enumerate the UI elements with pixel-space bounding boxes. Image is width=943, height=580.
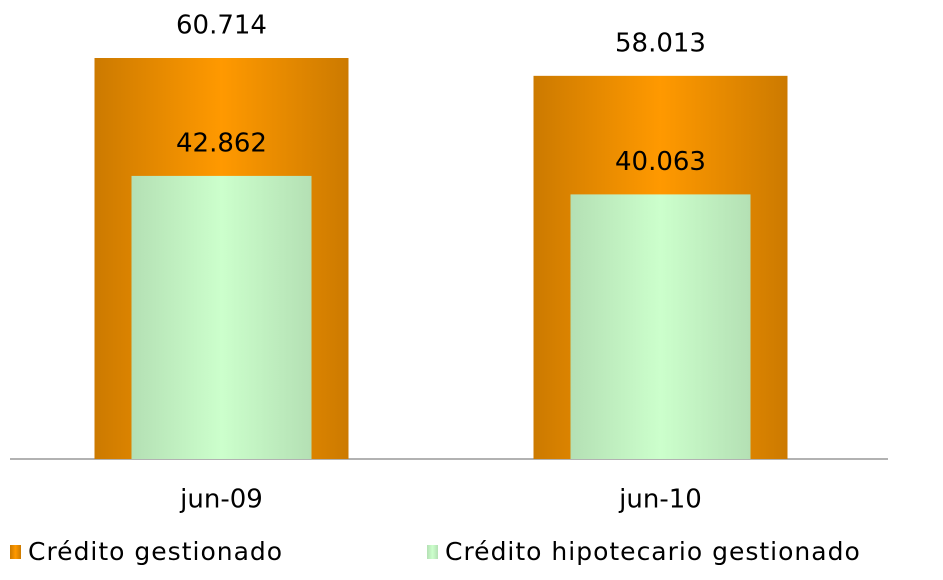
legend-swatch	[10, 545, 21, 559]
x-tick-label: jun-10	[618, 485, 702, 515]
data-label: 42.862	[176, 128, 267, 158]
legend-swatch	[427, 545, 438, 559]
data-label: 40.063	[615, 147, 706, 177]
x-tick-label: jun-09	[179, 485, 263, 515]
legend-label: Crédito hipotecario gestionado	[445, 537, 861, 566]
bar	[570, 194, 751, 460]
data-label: 60.714	[176, 11, 267, 41]
data-label: 58.013	[615, 28, 706, 58]
legend-label: Crédito gestionado	[28, 537, 283, 566]
bar	[131, 175, 312, 459]
